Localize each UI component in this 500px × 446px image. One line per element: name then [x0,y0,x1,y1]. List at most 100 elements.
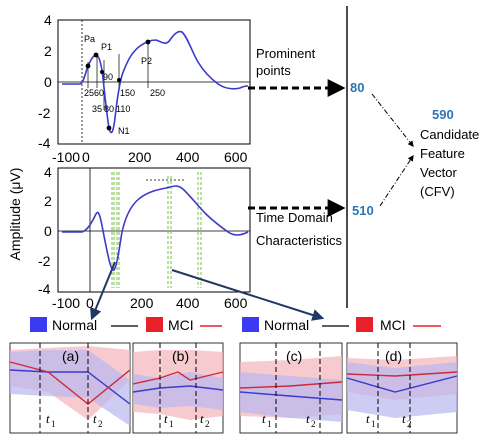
panel-c-mci-line [239,381,343,389]
peak-dot-n1 [106,125,112,131]
latency-label-60: 60 [94,88,104,98]
cfv-label-line2: Feature [420,146,465,161]
bottom-erp-waveform [62,185,249,271]
peak-dot-p2 [145,39,151,45]
legend-mci-swatch-left [146,317,163,332]
latency-label-250: 250 [150,88,165,98]
bottom-y-tick-0: 0 [44,223,52,239]
top-y-tick-4: 4 [44,12,52,28]
latency-label-25: 25 [84,88,94,98]
panel-a-normal-line [9,369,131,405]
panel-c-t1-sub: 1 [267,419,272,429]
prominent-label-line2: points [256,63,291,78]
panel-c-t1: t [262,411,266,426]
bottom-x-tick-400: 400 [176,295,200,311]
peak-dot-pa [85,63,91,69]
bottom-x-tick-neg100: -100 [52,295,80,311]
top-x-tick-neg100: -100 [52,149,80,165]
panel-b-t1: t [164,411,168,426]
peak-label-pa: Pa [84,34,95,44]
legend-right: Normal MCI [242,317,441,333]
legend-mci-swatch-right [356,317,373,332]
count-time: 510 [352,203,374,218]
time-label-line1: Time Domain [256,210,333,225]
panel-d-t1: t [366,411,370,426]
top-y-tick-neg2: -2 [38,105,51,121]
panel-d-label: (d) [385,348,402,364]
panel-b-mci-line [132,371,224,385]
count-total: 590 [432,107,454,122]
latency-label-35: 35 [92,104,102,114]
top-x-tick-600: 600 [224,149,248,165]
panel-a-t2-sub: 2 [98,419,103,429]
top-erp-plot: 4 2 0 -2 -4 -100 0 200 400 600 Pa P1 P2 … [38,12,251,165]
legend-left: Normal MCI [30,317,222,333]
cfv-label-line1: Candidate [420,127,479,142]
bottom-y-tick-4: 4 [44,164,52,180]
legend-normal-label-right: Normal [264,317,309,333]
count-prominent: 80 [350,80,364,95]
bottom-x-tick-0: 0 [86,295,94,311]
legend-mci-label-left: MCI [168,317,194,333]
latency-label-150: 150 [120,88,135,98]
peak-label-n1: N1 [118,126,130,136]
panel-a: (a) t 1 t 2 [9,342,131,434]
cfv-arrow-from-prominent [371,93,414,147]
panel-d-t2-sub: 2 [407,419,412,429]
legend-mci-label-right: MCI [380,317,406,333]
panel-b-normal-band [133,372,223,410]
panel-a-t2: t [93,411,97,426]
panel-a-t1-sub: 1 [51,419,56,429]
top-y-tick-neg4: -4 [38,135,51,151]
top-x-tick-400: 400 [176,149,200,165]
panel-b-t2-sub: 2 [205,419,210,429]
top-x-tick-0: 0 [82,149,90,165]
y-axis-label: Amplitude (μV) [7,168,23,261]
panel-c-normal-line [239,391,343,401]
cfv-label-line3: Vector [420,165,458,180]
bottom-erp-plot: 4 2 0 -2 -4 -100 0 200 400 600 [38,164,251,311]
latency-label-90: 90 [103,72,113,82]
peak-label-p1: P1 [101,42,112,52]
cfv-arrow-from-time [379,154,414,207]
panel-d-t1-sub: 1 [371,419,376,429]
panel-c: (c) t 1 t 2 [239,342,343,434]
legend-normal-label-left: Normal [52,317,97,333]
zoom-arrow-left [90,261,116,321]
latency-label-80: 80 [104,104,114,114]
peak-dot-p1 [93,52,99,58]
panel-b: (b) t 1 t 2 [132,342,224,434]
panel-a-mci-line [9,361,131,405]
top-y-tick-2: 2 [44,43,52,59]
panel-c-t2-sub: 2 [311,419,316,429]
bottom-y-tick-2: 2 [44,193,52,209]
panel-d: (d) t 1 t 2 [346,342,458,434]
prominent-label-line1: Prominent [256,46,316,61]
cfv-label-line4: (CFV) [420,184,455,199]
legend-normal-swatch-left [30,317,47,332]
bottom-plot-frame [57,167,251,293]
panel-b-label: (b) [172,348,189,364]
top-x-tick-200: 200 [128,149,152,165]
panel-d-mci-line [346,371,458,377]
top-y-tick-0: 0 [44,74,52,90]
time-label-line2: Characteristics [256,233,342,248]
legend-normal-swatch-right [242,317,259,332]
panel-d-normal-line [346,375,458,393]
bottom-y-tick-neg4: -4 [38,281,51,297]
panel-c-t2: t [306,411,310,426]
point-dot-150 [117,78,121,82]
bottom-y-tick-neg2: -2 [38,253,51,269]
panel-a-t1: t [46,411,50,426]
point-dot-35 [100,70,104,74]
bottom-x-tick-200: 200 [130,295,154,311]
panel-c-label: (c) [286,348,302,364]
panel-b-t2: t [200,411,204,426]
panel-d-t2: t [402,411,406,426]
zoom-arrow-right [171,269,325,321]
latency-label-110: 110 [116,104,130,114]
bottom-x-tick-600: 600 [224,295,248,311]
panel-b-normal-line [132,385,224,393]
panel-a-label: (a) [62,348,79,364]
